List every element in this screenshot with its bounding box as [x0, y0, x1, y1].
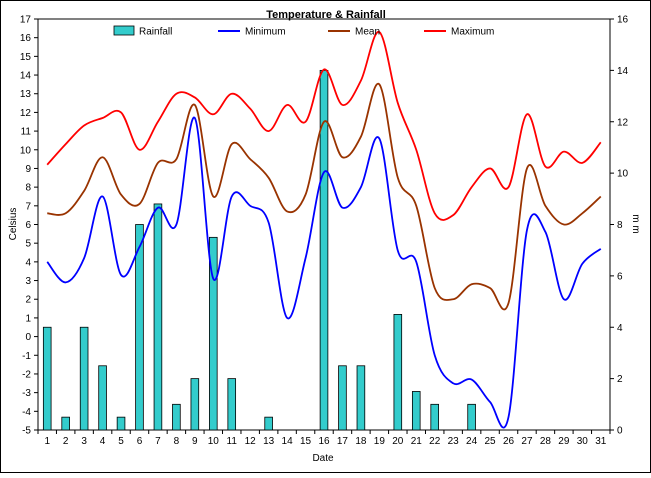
legend-label-mean: Mean	[355, 27, 380, 38]
y-left-tick-label: 0	[25, 332, 31, 343]
legend-swatch-rainfall	[113, 25, 135, 36]
y-right-tick-label: 8	[617, 220, 623, 231]
legend-label-maximum: Maximum	[451, 27, 494, 38]
y-left-tick-label: -3	[22, 388, 31, 399]
x-tick-label: 8	[174, 436, 180, 447]
x-tick-label: 23	[448, 436, 460, 447]
x-tick-label: 24	[466, 436, 478, 447]
y-left-tick-label: 4	[25, 257, 31, 268]
series-line-minimum	[46, 117, 602, 429]
x-tick-label: 17	[337, 436, 349, 447]
x-tick-label: 16	[318, 436, 330, 447]
rainfall-bar	[393, 314, 403, 431]
y-left-tick-label: 9	[25, 164, 31, 175]
x-tick-label: 14	[282, 436, 294, 447]
y-right-tick-label: 0	[617, 426, 623, 437]
legend: Rainfall Minimum Mean Maximum	[113, 25, 494, 38]
x-tick-label: 25	[485, 436, 497, 447]
y-left-tick-label: 6	[25, 220, 31, 231]
rainfall-bar	[411, 391, 421, 431]
x-tick-label: 18	[355, 436, 367, 447]
x-tick-label: 21	[411, 436, 423, 447]
rainfall-bar	[135, 224, 144, 431]
y-right-tick-label: 10	[617, 169, 629, 180]
y-left-tick-label: 7	[25, 201, 31, 212]
y-left-tick-label: 13	[20, 89, 32, 100]
rainfall-bar	[227, 378, 237, 431]
x-tick-label: 22	[429, 436, 441, 447]
plot-area: -5-4-3-2-1012345678910111213141516170246…	[20, 15, 629, 448]
rainfall-bar	[61, 416, 70, 431]
y-left-tick-label: -4	[22, 407, 31, 418]
x-tick-label: 31	[595, 436, 607, 447]
rainfall-bar	[79, 326, 89, 431]
series-line-maximum	[46, 31, 602, 221]
legend-label-rainfall: Rainfall	[139, 27, 172, 38]
rainfall-bar	[209, 236, 218, 431]
x-tick-label: 1	[44, 436, 50, 447]
chart-title: Temperature & Rainfall	[266, 9, 386, 21]
rainfall-bar	[190, 378, 200, 431]
rainfall-bar	[467, 403, 476, 431]
x-tick-label: 20	[392, 436, 404, 447]
x-tick-label: 9	[192, 436, 198, 447]
y-right-tick-label: 14	[617, 66, 629, 77]
x-tick-label: 13	[263, 436, 275, 447]
x-tick-label: 26	[503, 436, 515, 447]
y-right-tick-label: 4	[617, 323, 623, 334]
y-left-tick-label: 10	[20, 145, 32, 156]
y-left-tick-label: 17	[20, 15, 32, 26]
x-tick-label: 19	[374, 436, 386, 447]
x-tick-label: 12	[245, 436, 257, 447]
x-tick-label: 4	[100, 436, 106, 447]
x-tick-label: 28	[540, 436, 552, 447]
x-tick-label: 2	[63, 436, 69, 447]
x-tick-label: 29	[558, 436, 570, 447]
rainfall-bar	[338, 365, 347, 431]
rainfall-bar	[172, 403, 181, 431]
y-left-tick-label: 2	[25, 295, 31, 306]
y-left-tick-label: 15	[20, 52, 32, 63]
rainfall-bar	[356, 365, 366, 431]
y-left-tick-label: 16	[20, 33, 32, 44]
y-axis-left-label: Celsius	[8, 208, 19, 241]
x-tick-label: 10	[208, 436, 220, 447]
y-right-tick-label: 12	[617, 117, 629, 128]
x-tick-label: 5	[118, 436, 124, 447]
rainfall-bar	[42, 326, 52, 431]
y-left-tick-label: -1	[22, 351, 31, 362]
legend-label-minimum: Minimum	[245, 27, 286, 38]
y-right-tick-label: 6	[617, 271, 623, 282]
x-tick-label: 15	[300, 436, 312, 447]
y-left-tick-label: 11	[21, 127, 32, 138]
y-left-tick-label: 12	[20, 108, 32, 119]
rainfall-bar	[116, 416, 126, 431]
rainfall-bar	[430, 403, 439, 431]
y-axis-right-label: m m	[630, 214, 641, 233]
x-tick-label: 27	[521, 436, 533, 447]
x-tick-label: 7	[155, 436, 161, 447]
rainfall-bar	[98, 365, 107, 431]
y-left-tick-label: -2	[22, 369, 31, 380]
x-tick-label: 11	[227, 436, 238, 447]
rainfall-bar	[319, 69, 329, 431]
y-left-tick-label: -5	[22, 426, 31, 437]
x-tick-label: 30	[577, 436, 589, 447]
y-left-tick-label: 3	[25, 276, 31, 287]
rainfall-bar	[153, 203, 163, 431]
y-left-tick-label: 14	[20, 71, 32, 82]
y-right-tick-label: 16	[617, 15, 629, 26]
y-right-tick-label: 2	[617, 374, 623, 385]
x-tick-label: 6	[137, 436, 143, 447]
series-line-mean	[47, 83, 602, 311]
y-left-tick-label: 5	[25, 239, 31, 250]
rainfall-bar	[264, 416, 273, 431]
x-tick-label: 3	[81, 436, 87, 447]
y-left-tick-label: 8	[25, 183, 31, 194]
x-axis-label: Date	[312, 453, 334, 464]
y-left-tick-label: 1	[25, 313, 31, 324]
